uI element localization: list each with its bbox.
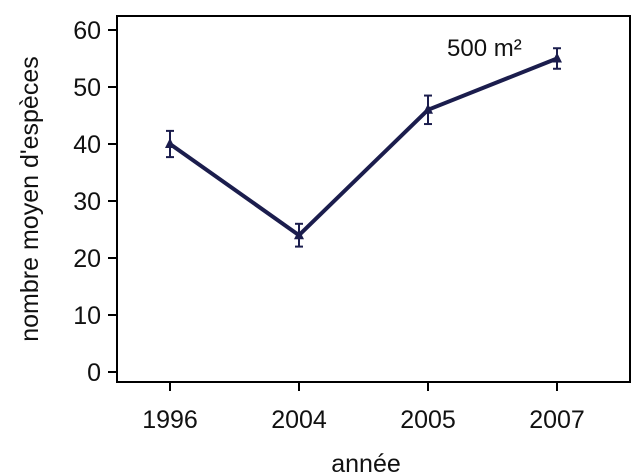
y-tick-label-10: 10: [73, 302, 101, 330]
y-axis-title: nombre moyen d'espèces: [16, 56, 44, 342]
x-axis: 1996 2004 2005 2007: [142, 382, 585, 434]
annotation-label: 500 m²: [447, 35, 522, 62]
plot-frame: [116, 15, 631, 383]
series-group: [165, 47, 562, 248]
y-tick-label-20: 20: [73, 245, 101, 273]
data-point-2007: [552, 52, 562, 63]
x-axis-title: année: [331, 450, 401, 476]
data-point-2004: [294, 229, 304, 240]
y-tick-label-40: 40: [73, 131, 101, 159]
y-tick-label-60: 60: [73, 17, 101, 45]
y-tick-label-50: 50: [73, 74, 101, 102]
data-point-2005: [423, 103, 433, 114]
y-axis: 0 10 20 30 40 50 60: [73, 17, 117, 387]
y-tick-label-30: 30: [73, 188, 101, 216]
y-tick-label-0: 0: [87, 359, 101, 387]
x-tick-label-1996: 1996: [142, 406, 198, 434]
data-point-1996: [165, 138, 175, 148]
x-tick-label-2005: 2005: [400, 406, 456, 434]
x-tick-label-2007: 2007: [529, 406, 585, 434]
series-line: [168, 56, 558, 238]
x-tick-label-2004: 2004: [271, 406, 327, 434]
